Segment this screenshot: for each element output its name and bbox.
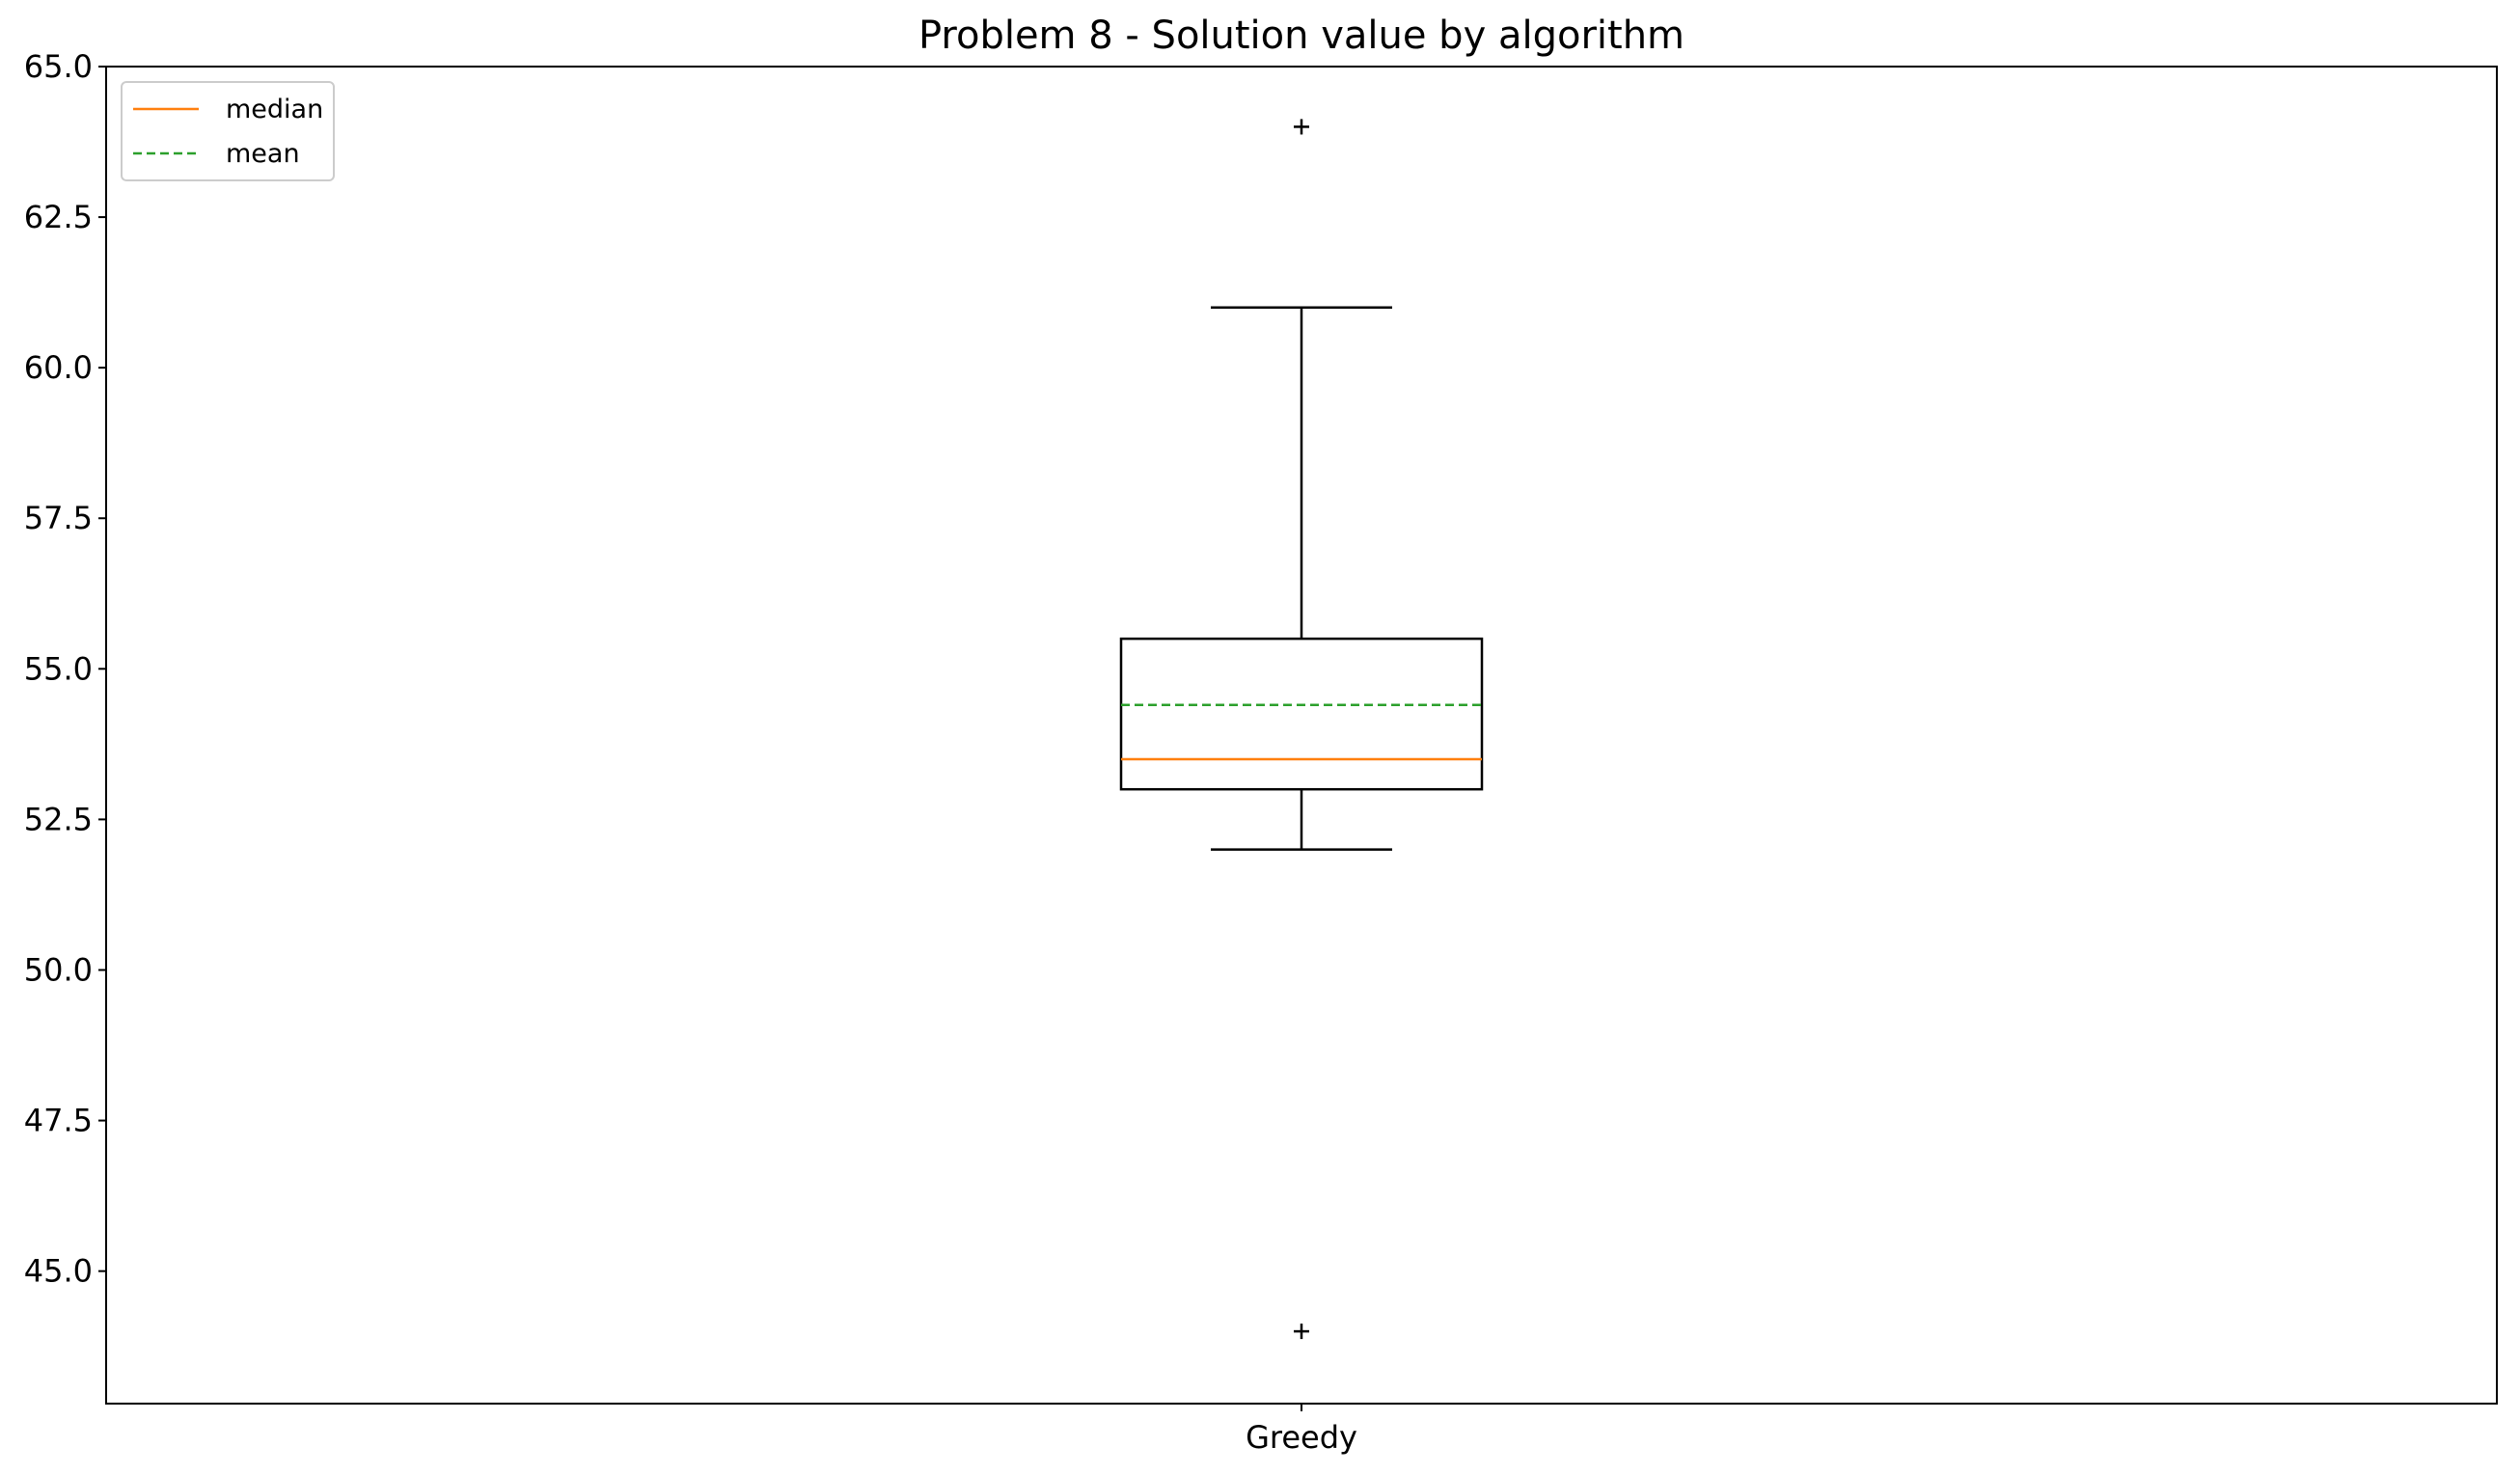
y-tick-label: 62.5 bbox=[24, 199, 93, 235]
x-tick-label: Greedy bbox=[1246, 1419, 1357, 1456]
legend-label-mean: mean bbox=[226, 139, 300, 169]
legend: median mean bbox=[121, 81, 335, 181]
y-tick-label: 65.0 bbox=[24, 48, 93, 85]
y-tick-label: 50.0 bbox=[24, 951, 93, 988]
y-tick-label: 47.5 bbox=[24, 1103, 93, 1139]
y-tick-label: 55.0 bbox=[24, 650, 93, 687]
box-iqr bbox=[1119, 637, 1484, 791]
legend-box bbox=[121, 81, 335, 181]
y-tick-label: 52.5 bbox=[24, 801, 93, 837]
outlier-point bbox=[1294, 1324, 1309, 1340]
y-tick-label: 60.0 bbox=[24, 349, 93, 386]
axis-ticks: 45.0 47.5 50.0 52.5 55.0 57.5 60.0 62.5 65.0 Gree… bbox=[24, 48, 1357, 1456]
y-tick-label: 45.0 bbox=[24, 1253, 93, 1290]
y-tick-label: 57.5 bbox=[24, 500, 93, 536]
legend-label-median: median bbox=[226, 95, 323, 124]
chart-title: Problem 8 - Solution value by algorithm bbox=[918, 14, 1685, 58]
outlier-point bbox=[1294, 119, 1309, 135]
plot-area bbox=[1119, 119, 1484, 1340]
